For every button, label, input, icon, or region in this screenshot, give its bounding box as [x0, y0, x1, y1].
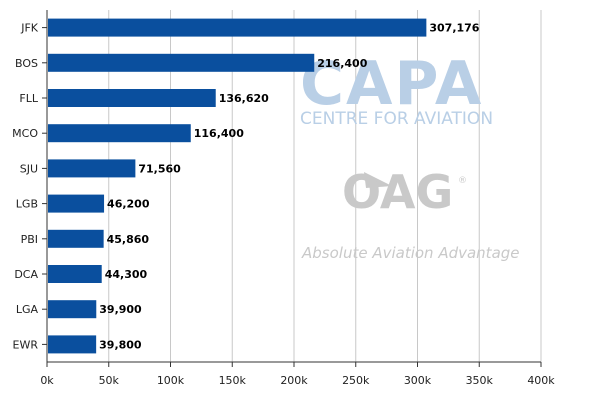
oag-plane-icon [364, 172, 392, 188]
x-tick-label: 250k [342, 374, 370, 387]
data-labels: 307,176 216,400 136,620 116,400 71,560 46,200… [99, 22, 480, 352]
category-label: JFK [20, 22, 39, 35]
capa-subtitle: CENTRE FOR AVIATION [300, 109, 493, 129]
data-label: 136,620 [219, 92, 269, 105]
bar-sju [48, 159, 136, 178]
x-tick-label: 300k [404, 374, 432, 387]
data-label: 71,560 [138, 162, 181, 175]
data-label: 116,400 [194, 127, 244, 140]
bar-pbi [48, 229, 104, 248]
bar-ewr [48, 335, 97, 354]
bar-bos [48, 53, 315, 72]
x-tick-label: 200k [280, 374, 308, 387]
category-label: SJU [20, 162, 38, 175]
watermark: CAPA CENTRE FOR AVIATION OAG ® Absolute … [300, 49, 520, 262]
x-tick-label: 50k [99, 374, 120, 387]
bar-dca [48, 265, 102, 283]
category-label: FLL [19, 92, 38, 105]
bar-lga [48, 300, 97, 319]
bars [48, 18, 427, 354]
category-label: MCO [12, 127, 38, 140]
x-tick-label: 350k [466, 374, 494, 387]
bar-mco [48, 124, 191, 143]
data-label: 44,300 [105, 268, 148, 281]
data-label: 46,200 [107, 198, 150, 211]
x-tick-label: 100k [157, 374, 185, 387]
data-label: 39,900 [99, 303, 142, 316]
x-tick-label: 150k [219, 374, 247, 387]
data-label: 45,860 [107, 233, 150, 246]
data-label: 216,400 [317, 57, 367, 70]
x-axis: 0k 50k 100k 150k 200k 250k 300k 350k 400k [40, 10, 555, 387]
x-tick-label: 0k [40, 374, 54, 387]
bar-jfk [48, 18, 427, 37]
x-tick-label: 400k [527, 374, 555, 387]
category-label: DCA [14, 268, 38, 281]
oag-registered-mark: ® [458, 176, 467, 186]
bar-lgb [48, 194, 105, 213]
category-label: BOS [15, 57, 38, 70]
oag-tagline: Absolute Aviation Advantage [301, 244, 520, 262]
data-label: 39,800 [99, 338, 142, 351]
oag-logo: OAG [342, 165, 453, 219]
category-labels: JFK BOS FLL MCO SJU LGB PBI DCA LGA EWR [12, 22, 39, 352]
bar-fll [48, 89, 216, 107]
category-label: LGB [16, 198, 38, 211]
data-label: 307,176 [429, 22, 479, 35]
capa-logo: CAPA [300, 49, 483, 119]
category-label: PBI [21, 233, 38, 246]
category-label: EWR [13, 338, 39, 351]
category-label: LGA [16, 303, 39, 316]
